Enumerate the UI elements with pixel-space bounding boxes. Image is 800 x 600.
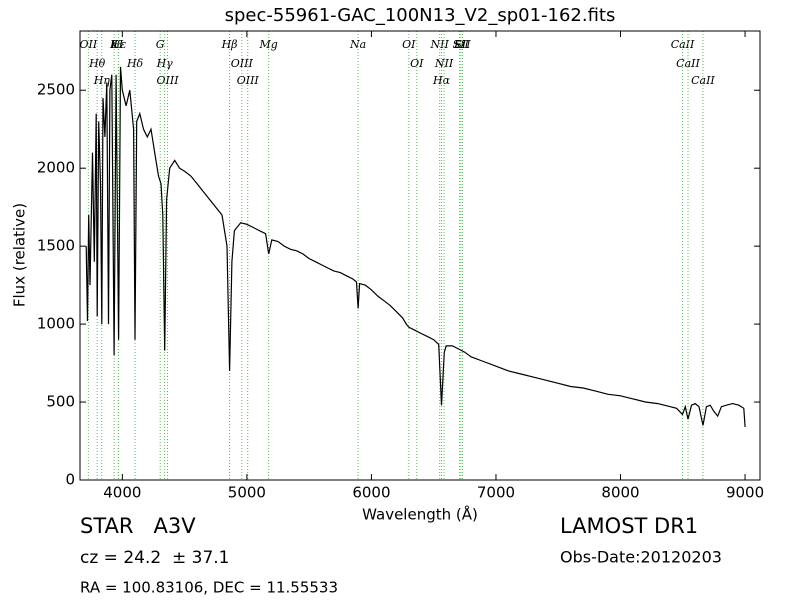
spectral-line-label: Li (453, 38, 465, 51)
spectral-line-label: OI (410, 57, 424, 70)
spectral-line-label: G (156, 38, 165, 51)
y-tick-label: 0 (65, 471, 75, 489)
spectral-line-label: Hθ (88, 57, 106, 70)
spectral-line-label: Na (349, 38, 366, 51)
chart-title: spec-55961-GAC_100N13_V2_sp01-162.fits (225, 5, 616, 26)
spectral-line-label: CaII (671, 38, 695, 51)
spectral-line-label: OIII (231, 57, 254, 70)
spectral-line-label: H (113, 38, 124, 51)
x-tick-label: 4000 (103, 484, 141, 502)
spectral-line-label: NII (434, 57, 454, 70)
plot-frame (79, 30, 761, 481)
spectral-line-label: Hβ (221, 38, 238, 51)
y-tick-label: 1000 (37, 315, 75, 333)
spectral-line-label: SII (453, 38, 470, 51)
spectral-line-label: NII (430, 38, 450, 51)
x-tick-label: 6000 (352, 484, 390, 502)
x-tick-label: 9000 (726, 484, 764, 502)
spectral-line-label: Hγ (156, 57, 174, 70)
x-tick-label: 5000 (228, 484, 266, 502)
survey: LAMOST DR1 (560, 514, 698, 538)
coordinates: RA = 100.83106, DEC = 11.55533 (80, 579, 338, 597)
spectral-line-label: K (109, 38, 119, 51)
spectral-line-label: Hα (432, 74, 451, 87)
spectrum (85, 66, 746, 428)
spectral-line-label: OIII (157, 74, 180, 87)
y-tick-label: 2000 (37, 159, 75, 177)
spectral-line-label: Mg (259, 38, 278, 51)
spectral-line-label: CaII (691, 74, 715, 87)
x-axis-label: Wavelength (Å) (362, 505, 478, 524)
spectral-line-label: Hη (93, 74, 111, 87)
y-tick-label: 2500 (37, 81, 75, 99)
spectral-line-label: Hε (110, 38, 127, 51)
spectral-line-label: OI (402, 38, 416, 51)
y-tick-label: 1500 (37, 237, 75, 255)
redshift: cz = 24.2 ± 37.1 (80, 548, 229, 568)
x-tick-label: 8000 (601, 484, 639, 502)
x-tick-label: 7000 (477, 484, 515, 502)
spectral-line-label: SII (454, 38, 471, 51)
y-tick-label: 500 (46, 393, 75, 411)
spectral-line-label: OIII (237, 74, 260, 87)
y-axis-label: Flux (relative) (11, 203, 29, 307)
spectral-line-label: CaII (676, 57, 700, 70)
spectral-line-label: Hδ (126, 57, 144, 70)
spectral-line-label: OII (79, 38, 97, 51)
obs-date: Obs-Date:20120203 (560, 548, 722, 567)
object-class: STAR A3V (80, 514, 196, 538)
